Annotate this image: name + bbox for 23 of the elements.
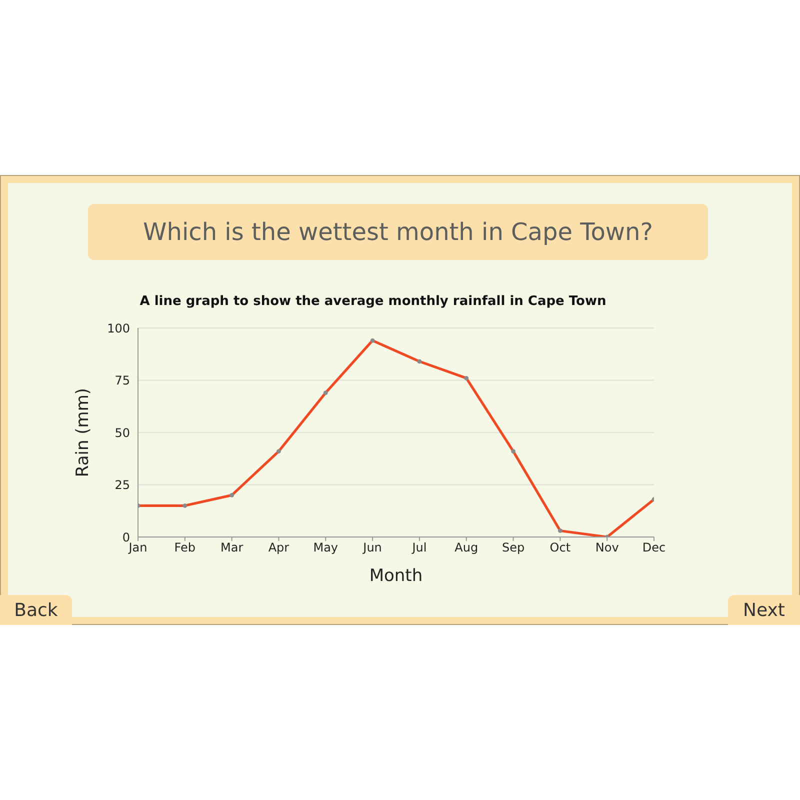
x-tick-label: Jan [128,540,148,555]
x-tick-label: May [313,540,338,555]
x-tick-label: Nov [595,540,619,555]
x-tick-label: Aug [454,540,478,555]
y-tick-label: 50 [114,426,130,440]
text: Back [14,600,58,620]
x-tick-label: Mar [220,540,244,555]
x-tick-label: Apr [268,540,290,555]
chart-title: Which is the wettest month in Cape Town? [143,218,653,246]
y-tick-label: 75 [114,374,130,388]
chart-subtitle: A line graph to show the average monthly rainfall in Cape Town [140,294,606,309]
y-axis-title: Rain (mm) [73,388,94,478]
x-tick-label: Sep [502,540,525,555]
x-tick-label: Oct [550,540,571,555]
x-tick-label: Feb [174,540,196,555]
x-axis-title: Month [369,566,423,586]
text: Next [743,600,785,620]
y-tick-label: 0 [122,530,130,544]
y-tick-label: 25 [114,478,130,492]
x-tick-label: Dec [642,540,666,555]
y-tick-label: 100 [107,321,130,336]
x-tick-label: Jul [411,540,427,555]
x-tick-label: Jun [362,540,382,555]
